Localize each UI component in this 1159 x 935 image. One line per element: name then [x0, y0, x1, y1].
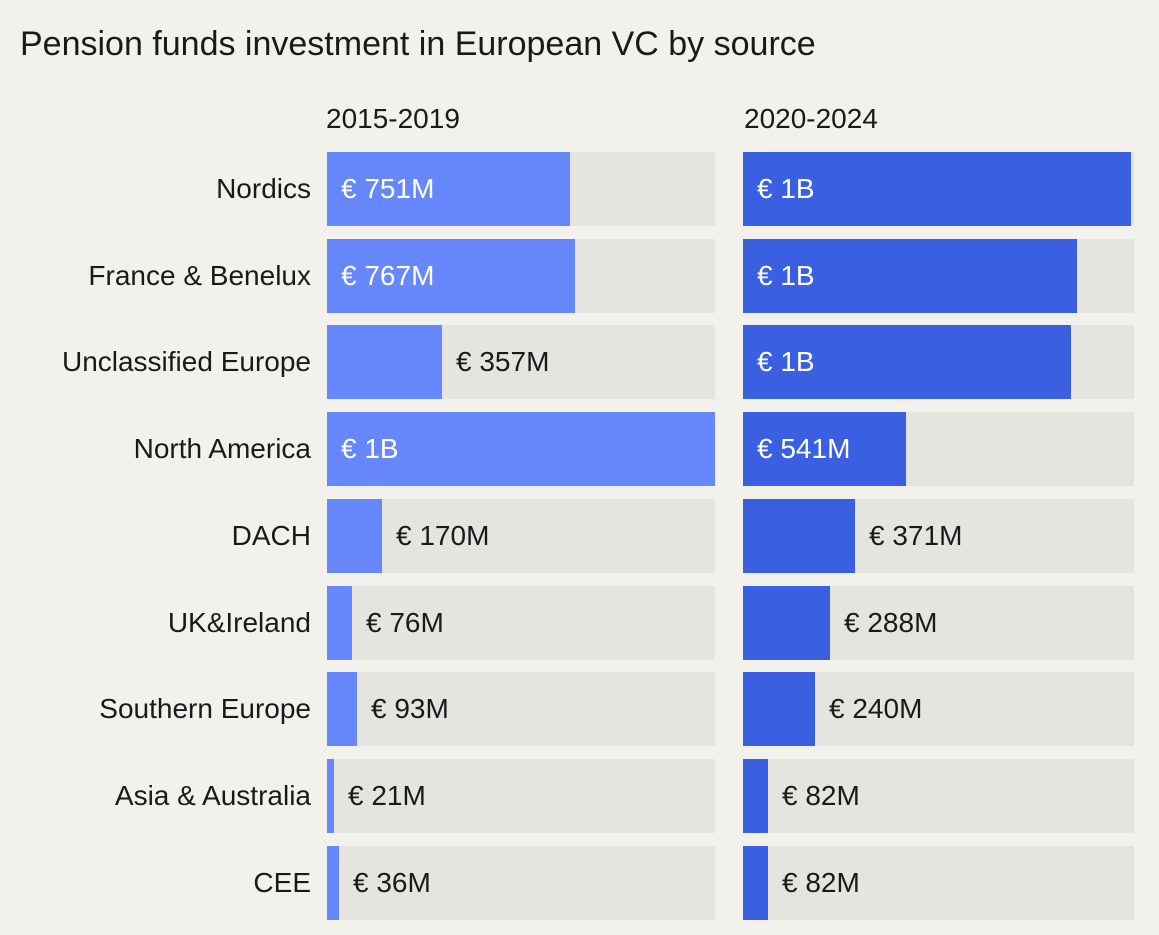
bar-2015-2019-dach [327, 499, 382, 573]
data-label: € 1B [341, 433, 399, 464]
bar-2015-2019-nordics [327, 152, 570, 226]
data-label: € 76M [366, 607, 444, 638]
data-label: € 1B [757, 173, 815, 204]
bar-2020-2024-southern-europe [743, 672, 815, 746]
data-label: € 767M [341, 260, 435, 291]
bar-2015-2019-france-benelux [327, 239, 575, 313]
data-label: € 170M [396, 520, 490, 551]
bar-track: € 357M [327, 325, 715, 399]
data-label: € 82M [782, 780, 860, 811]
bar-track: € 767M [327, 239, 715, 313]
data-label: € 751M [341, 173, 435, 204]
bar-2015-2019-uk-ireland [327, 586, 352, 660]
bar-track: € 93M [327, 672, 715, 746]
data-label: € 21M [348, 780, 426, 811]
bar-2015-2019-north-america [327, 412, 715, 486]
bar-2015-2019-southern-europe [327, 672, 357, 746]
bar-track: € 240M [743, 672, 1134, 746]
bar-track: € 1B [743, 325, 1134, 399]
column-header-2020-2024: 2020-2024 [744, 103, 878, 134]
column-header-2015-2019: 2015-2019 [326, 103, 460, 134]
bar-2020-2024-cee [743, 846, 768, 920]
bar-track: € 1B [743, 239, 1134, 313]
row-label-nordics: Nordics [216, 173, 311, 204]
data-label: € 82M [782, 867, 860, 898]
bar-track: € 82M [743, 759, 1134, 833]
data-label: € 288M [844, 607, 938, 638]
bar-track: € 1B [743, 152, 1134, 226]
bar-track: € 751M [327, 152, 715, 226]
row-label-france-benelux: France & Benelux [88, 260, 311, 291]
bar-2020-2024-dach [743, 499, 855, 573]
bar-track: € 21M [327, 759, 715, 833]
data-label: € 1B [757, 346, 815, 377]
bar-track: € 288M [743, 586, 1134, 660]
bar-track: € 76M [327, 586, 715, 660]
row-label-asia-australia: Asia & Australia [114, 780, 311, 811]
bar-2015-2019-unclassified-europe [327, 325, 442, 399]
bar-track: € 1B [327, 412, 715, 486]
chart-title: Pension funds investment in European VC … [20, 25, 816, 63]
data-label: € 1B [757, 260, 815, 291]
row-label-cee: CEE [253, 867, 311, 898]
row-label-uk-ireland: UK&Ireland [167, 607, 311, 638]
bar-2020-2024-asia-australia [743, 759, 768, 833]
bar-2020-2024-nordics [743, 152, 1131, 226]
row-label-dach: DACH [231, 520, 311, 551]
bar-track: € 541M [743, 412, 1134, 486]
bar-2020-2024-unclassified-europe [743, 325, 1071, 399]
bar-2015-2019-cee [327, 846, 339, 920]
bar-2020-2024-north-america [743, 412, 906, 486]
bar-track: € 371M [743, 499, 1134, 573]
bar-track: € 82M [743, 846, 1134, 920]
row-label-north-america: North America [133, 433, 311, 464]
data-label: € 36M [353, 867, 431, 898]
bar-track: € 36M [327, 846, 715, 920]
data-label: € 240M [829, 693, 923, 724]
data-label: € 541M [757, 433, 851, 464]
row-label-southern-europe: Southern Europe [99, 693, 311, 724]
data-label: € 93M [371, 693, 449, 724]
bar-track: € 170M [327, 499, 715, 573]
bar-2015-2019-asia-australia [327, 759, 334, 833]
bar-2020-2024-uk-ireland [743, 586, 830, 660]
data-label: € 371M [869, 520, 963, 551]
row-label-unclassified-europe: Unclassified Europe [61, 346, 311, 377]
bar-2020-2024-france-benelux [743, 239, 1077, 313]
data-label: € 357M [456, 346, 550, 377]
